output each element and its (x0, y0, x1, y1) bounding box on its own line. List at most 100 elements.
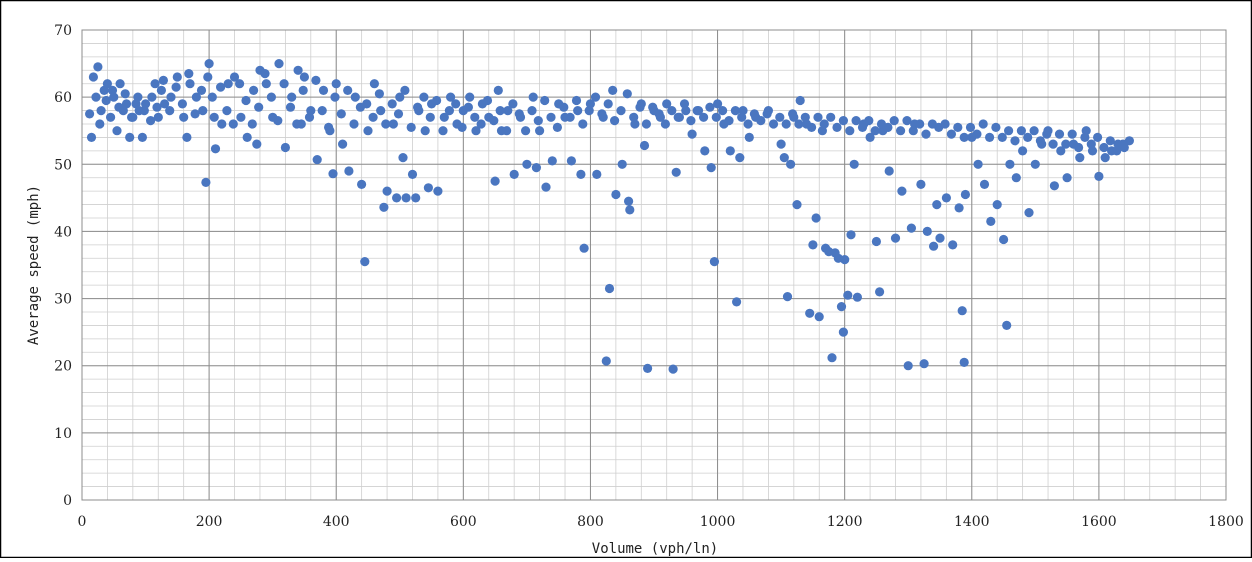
scatter-point (566, 156, 577, 166)
scatter-point (222, 106, 232, 116)
scatter-point (671, 167, 681, 177)
scatter-point (420, 126, 430, 136)
scatter-point (150, 79, 160, 89)
scatter-point (1112, 146, 1122, 156)
scatter-point (836, 302, 847, 312)
scatter-point (93, 62, 103, 72)
scatter-point (884, 166, 894, 176)
y-tick-label: 40 (54, 224, 72, 240)
x-tick-label: 1000 (700, 514, 736, 530)
scatter-point (374, 89, 384, 99)
scatter-point (559, 102, 569, 112)
scatter-point (254, 102, 264, 112)
scatter-point (177, 99, 187, 109)
scatter-point (896, 126, 906, 136)
scatter-point (552, 122, 563, 132)
scatter-point (756, 116, 766, 126)
scatter-point (120, 89, 130, 99)
scatter-point (883, 122, 893, 132)
scatter-point (673, 112, 683, 122)
scatter-point (502, 126, 512, 136)
scatter-point (330, 92, 340, 102)
scatter-point (317, 106, 327, 116)
scatter-point (514, 109, 524, 119)
scatter-point (1011, 173, 1021, 183)
scatter-point (843, 290, 853, 300)
scatter-point (133, 92, 143, 102)
y-tick-label: 50 (54, 157, 72, 173)
scatter-point (1105, 136, 1115, 146)
scatter-point (865, 132, 875, 142)
scatter-point (687, 129, 697, 139)
scatter-point (457, 122, 467, 132)
x-tick-label: 1200 (827, 514, 863, 530)
scatter-point (546, 112, 556, 122)
scatter-point (482, 95, 493, 106)
scatter-point (1094, 171, 1104, 181)
scatter-point (889, 116, 899, 126)
scatter-point (813, 112, 823, 122)
scatter-point (88, 72, 98, 82)
scatter-point (1029, 126, 1039, 136)
scatter-point (718, 106, 728, 116)
scatter-point (1042, 129, 1052, 139)
scatter-point (369, 79, 379, 89)
scatter-point (101, 95, 111, 106)
x-tick-label: 200 (196, 514, 223, 530)
scatter-point (152, 102, 162, 112)
scatter-point (209, 112, 219, 122)
scatter-point (932, 200, 942, 210)
scatter-point (471, 126, 481, 136)
y-tick-label: 70 (54, 23, 72, 39)
scatter-point (229, 72, 240, 82)
scatter-point (579, 243, 589, 253)
scatter-point (686, 116, 696, 126)
scatter-point (241, 95, 251, 106)
scatter-point (871, 236, 882, 247)
scatter-point (1016, 126, 1026, 136)
scatter-point (948, 240, 958, 250)
scatter-point (107, 85, 118, 95)
scatter-point (1093, 132, 1103, 142)
scatter-point (916, 179, 926, 189)
scatter-point (819, 119, 829, 129)
scatter-point (489, 116, 499, 126)
scatter-point (654, 109, 664, 119)
scatter-point (540, 95, 550, 106)
scatter-point (978, 119, 988, 129)
scatter-point (216, 82, 226, 92)
scatter-point (392, 193, 402, 203)
scatter-point (1074, 142, 1084, 153)
scatter-point (495, 106, 505, 116)
x-tick-label: 600 (450, 514, 477, 530)
scatter-point (941, 193, 952, 203)
scatter-point (929, 241, 939, 251)
scatter-point (641, 119, 652, 129)
scatter-point (826, 112, 836, 122)
scatter-point (667, 106, 677, 116)
scatter-point (521, 126, 531, 136)
scatter-point (541, 182, 551, 192)
scatter-point (235, 79, 245, 89)
x-tick-label: 1400 (954, 514, 990, 530)
scatter-point (991, 122, 1001, 132)
scatter-point (902, 116, 912, 126)
scatter-point (851, 116, 861, 126)
scatter-point (903, 361, 913, 371)
scatter-point (411, 193, 421, 203)
scatter-point (343, 85, 353, 95)
scatter-point (362, 99, 372, 109)
scatter-point (768, 119, 779, 129)
scatter-point (419, 92, 429, 102)
scatter-point (711, 112, 721, 122)
scatter-point (786, 159, 796, 169)
scatter-point (1118, 139, 1128, 149)
scatter-point (266, 92, 276, 102)
scatter-point (279, 79, 289, 89)
scatter-point (779, 153, 789, 163)
scatter-point (476, 119, 486, 129)
scatter-point (743, 119, 753, 129)
scatter-point (706, 163, 716, 173)
scatter-point (1056, 146, 1066, 156)
scatter-point (86, 132, 97, 142)
